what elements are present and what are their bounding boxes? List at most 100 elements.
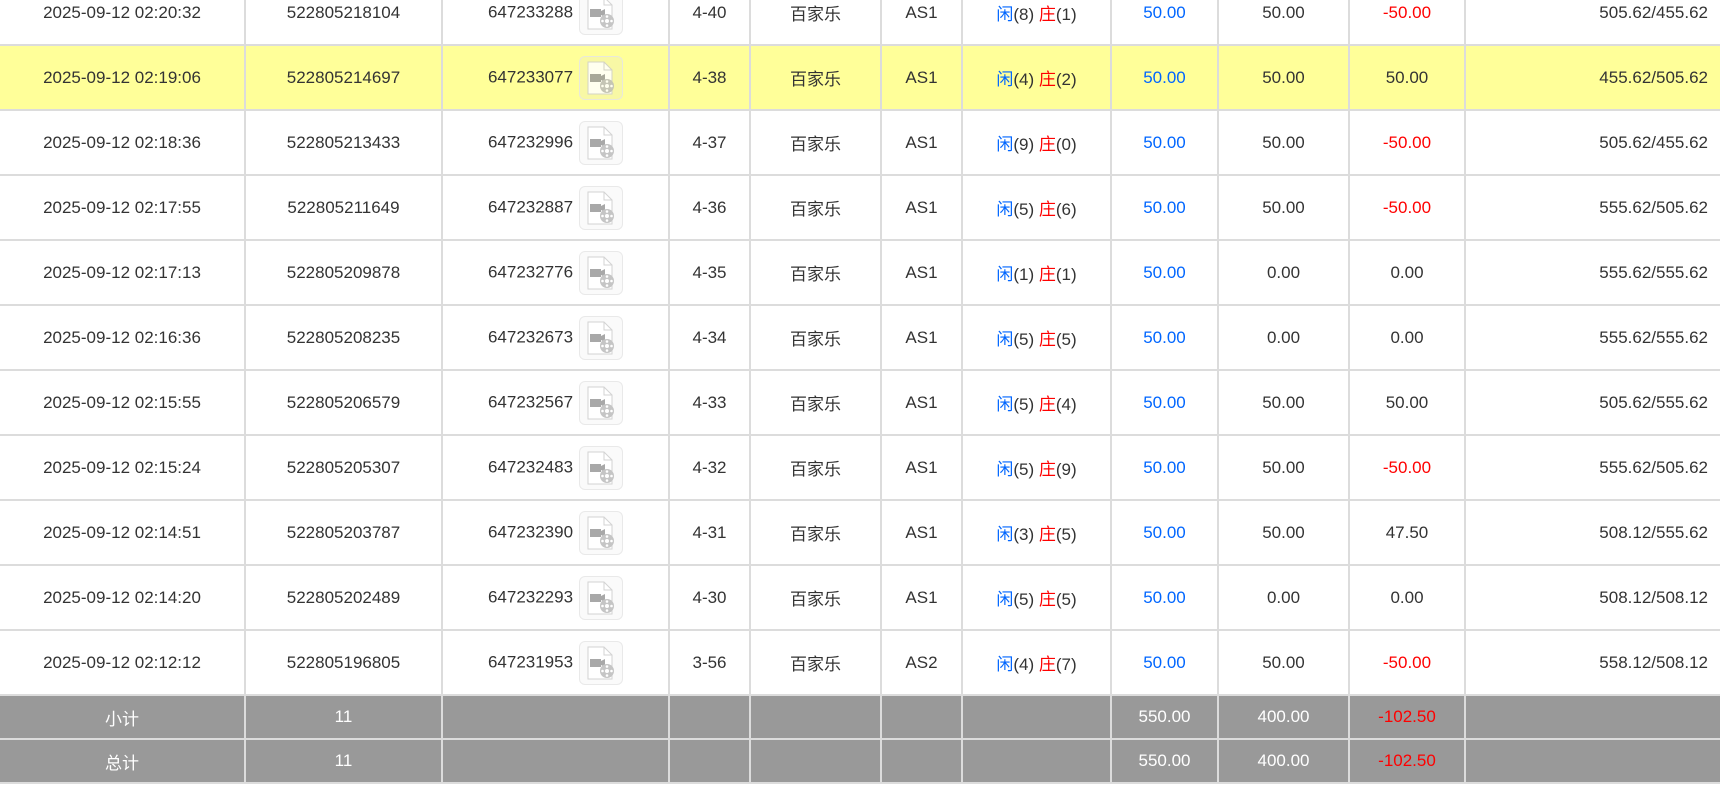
round-cell: 647232390 bbox=[441, 499, 670, 566]
player-points: (5) bbox=[1013, 330, 1035, 349]
banker-points: (2) bbox=[1055, 70, 1077, 89]
bet-amount: 50.00 bbox=[1110, 0, 1219, 46]
shoe-number: 4-34 bbox=[668, 304, 751, 371]
total-label: 总计 bbox=[0, 738, 246, 784]
result-cell: 闲(1) 庄(1) bbox=[961, 239, 1112, 306]
shoe-number: 4-38 bbox=[668, 44, 751, 111]
result-cell: 闲(4) 庄(7) bbox=[961, 629, 1112, 696]
player-points: (8) bbox=[1013, 5, 1035, 24]
bet-amount: 50.00 bbox=[1110, 109, 1219, 176]
table-row: 2025-09-12 02:14:20 522805202489 647232293… bbox=[0, 564, 1720, 631]
round-id: 647233288 bbox=[487, 1, 574, 21]
banker-label: 庄 bbox=[1038, 200, 1056, 219]
round-cell: 647232673 bbox=[441, 304, 670, 371]
game-name: 百家乐 bbox=[749, 0, 882, 46]
video-file-icon[interactable] bbox=[579, 640, 624, 685]
round-cell: 647232293 bbox=[441, 564, 670, 631]
bet-time: 2025-09-12 02:14:51 bbox=[0, 499, 246, 566]
player-label: 闲 bbox=[996, 460, 1014, 479]
round-cell: 647232567 bbox=[441, 369, 670, 436]
win-loss: -50.00 bbox=[1348, 174, 1466, 241]
game-name: 百家乐 bbox=[749, 369, 882, 436]
player-label: 闲 bbox=[996, 525, 1014, 544]
player-label: 闲 bbox=[996, 590, 1014, 609]
video-file-icon[interactable] bbox=[579, 380, 624, 425]
player-label: 闲 bbox=[996, 330, 1014, 349]
balance: 508.12/555.62 bbox=[1464, 499, 1720, 566]
bet-time: 2025-09-12 02:15:24 bbox=[0, 434, 246, 501]
round-cell: 647232776 bbox=[441, 239, 670, 306]
table-name: AS1 bbox=[880, 369, 963, 436]
round-id: 647232776 bbox=[487, 261, 574, 281]
player-label: 闲 bbox=[996, 135, 1014, 154]
game-name: 百家乐 bbox=[749, 239, 882, 306]
balance: 455.62/505.62 bbox=[1464, 44, 1720, 111]
bet-time: 2025-09-12 02:17:13 bbox=[0, 239, 246, 306]
subtotal-label: 小计 bbox=[0, 694, 246, 740]
banker-label: 庄 bbox=[1038, 70, 1056, 89]
bet-amount: 50.00 bbox=[1110, 239, 1219, 306]
player-points: (4) bbox=[1013, 70, 1035, 89]
banker-label: 庄 bbox=[1038, 135, 1056, 154]
round-id: 647232567 bbox=[487, 391, 574, 411]
video-file-icon[interactable] bbox=[579, 120, 624, 165]
bet-id: 522805206579 bbox=[244, 369, 443, 436]
banker-points: (5) bbox=[1055, 525, 1077, 544]
valid-bet: 50.00 bbox=[1217, 629, 1350, 696]
table-name: AS1 bbox=[880, 564, 963, 631]
video-file-icon[interactable] bbox=[579, 315, 624, 360]
table-row: 2025-09-12 02:12:12 522805196805 647231953… bbox=[0, 629, 1720, 696]
bet-id: 522805213433 bbox=[244, 109, 443, 176]
player-label: 闲 bbox=[996, 70, 1014, 89]
valid-bet: 50.00 bbox=[1217, 109, 1350, 176]
subtotal-bet: 550.00 bbox=[1110, 694, 1219, 740]
video-file-icon[interactable] bbox=[579, 445, 624, 490]
table-row: 2025-09-12 02:14:51 522805203787 647232390… bbox=[0, 499, 1720, 566]
player-points: (5) bbox=[1013, 460, 1035, 479]
round-cell: 647232483 bbox=[441, 434, 670, 501]
result-cell: 闲(9) 庄(0) bbox=[961, 109, 1112, 176]
valid-bet: 50.00 bbox=[1217, 44, 1350, 111]
shoe-number: 4-30 bbox=[668, 564, 751, 631]
player-label: 闲 bbox=[996, 395, 1014, 414]
banker-label: 庄 bbox=[1038, 655, 1056, 674]
game-name: 百家乐 bbox=[749, 304, 882, 371]
video-file-icon[interactable] bbox=[579, 55, 624, 100]
bet-time: 2025-09-12 02:16:36 bbox=[0, 304, 246, 371]
bet-id: 522805208235 bbox=[244, 304, 443, 371]
total-count: 11 bbox=[244, 738, 443, 784]
win-loss: -50.00 bbox=[1348, 434, 1466, 501]
player-label: 闲 bbox=[996, 200, 1014, 219]
table-name: AS2 bbox=[880, 629, 963, 696]
bet-amount: 50.00 bbox=[1110, 629, 1219, 696]
subtotal-win: -102.50 bbox=[1348, 694, 1466, 740]
video-file-icon[interactable] bbox=[579, 510, 624, 555]
bet-records-table: 2025-09-12 02:20:32 522805218104 647233288… bbox=[0, 0, 1720, 784]
result-cell: 闲(5) 庄(4) bbox=[961, 369, 1112, 436]
banker-label: 庄 bbox=[1038, 525, 1056, 544]
player-label: 闲 bbox=[996, 5, 1014, 24]
table-row: 2025-09-12 02:18:36 522805213433 647232996… bbox=[0, 109, 1720, 176]
win-loss: -50.00 bbox=[1348, 629, 1466, 696]
video-file-icon[interactable] bbox=[579, 0, 624, 35]
win-loss: 0.00 bbox=[1348, 304, 1466, 371]
player-label: 闲 bbox=[996, 265, 1014, 284]
banker-points: (5) bbox=[1055, 590, 1077, 609]
table-row: 2025-09-12 02:16:36 522805208235 647232673… bbox=[0, 304, 1720, 371]
result-cell: 闲(8) 庄(1) bbox=[961, 0, 1112, 46]
table-row: 2025-09-12 02:19:06 522805214697 647233077… bbox=[0, 44, 1720, 111]
video-file-icon[interactable] bbox=[579, 575, 624, 620]
banker-label: 庄 bbox=[1038, 330, 1056, 349]
bet-id: 522805205307 bbox=[244, 434, 443, 501]
shoe-number: 4-32 bbox=[668, 434, 751, 501]
video-file-icon[interactable] bbox=[579, 250, 624, 295]
valid-bet: 50.00 bbox=[1217, 434, 1350, 501]
bet-amount: 50.00 bbox=[1110, 369, 1219, 436]
balance: 505.62/555.62 bbox=[1464, 369, 1720, 436]
total-bet: 550.00 bbox=[1110, 738, 1219, 784]
bet-id: 522805211649 bbox=[244, 174, 443, 241]
video-file-icon[interactable] bbox=[579, 185, 624, 230]
table-name: AS1 bbox=[880, 44, 963, 111]
table-name: AS1 bbox=[880, 304, 963, 371]
shoe-number: 3-56 bbox=[668, 629, 751, 696]
